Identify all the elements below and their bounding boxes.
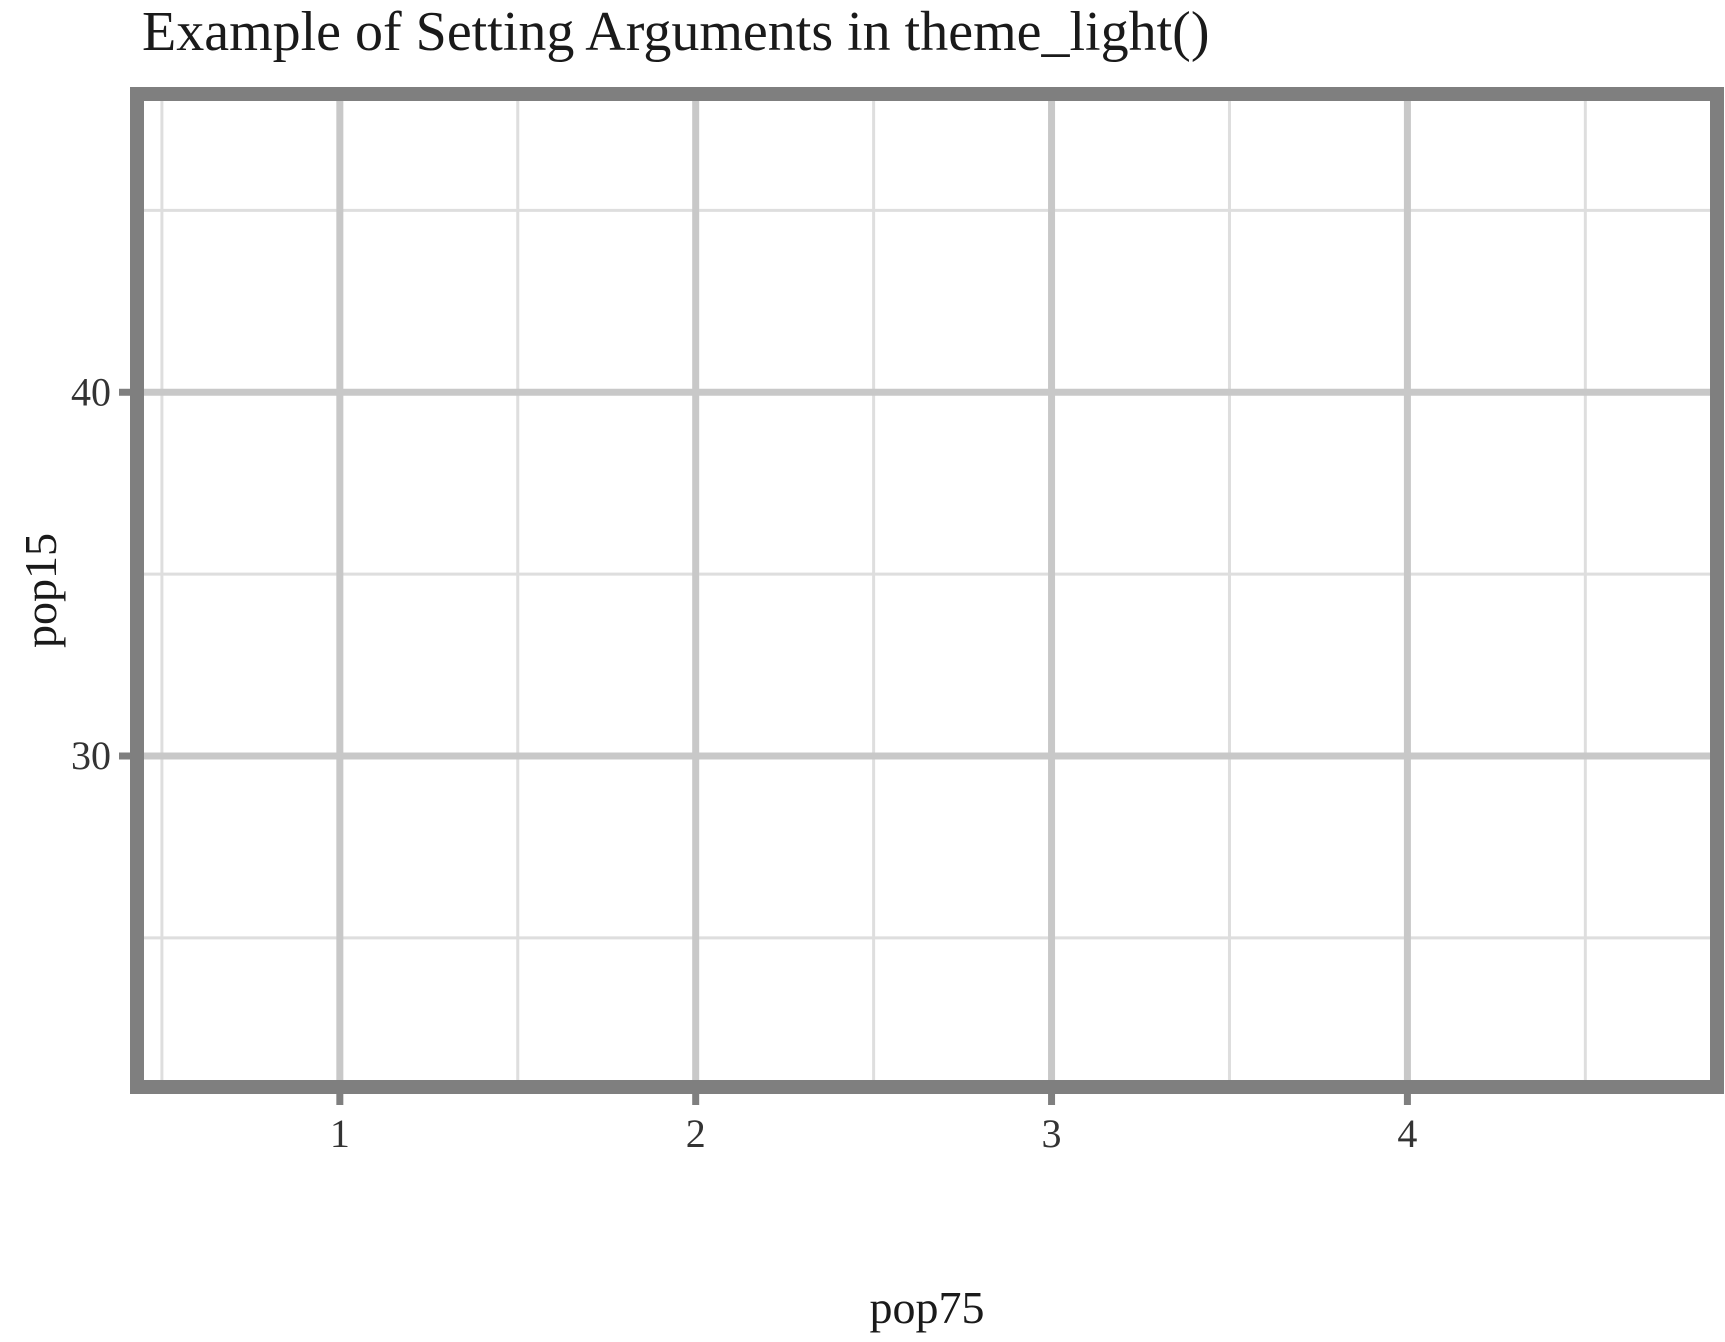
x-tick-label: 4 — [1397, 1111, 1417, 1156]
y-axis-title: pop15 — [15, 533, 66, 648]
y-tick-label: 40 — [71, 369, 111, 414]
plot-area: 1 2 3 4 30 40 — [71, 87, 1724, 1156]
x-tick-label: 3 — [1042, 1111, 1062, 1156]
plot-panel-border — [130, 87, 1724, 1094]
x-axis-title: pop75 — [870, 1282, 985, 1333]
y-tick-label: 30 — [71, 733, 111, 778]
x-tick-label: 1 — [330, 1111, 350, 1156]
plot-panel-background — [137, 94, 1717, 1087]
x-tick-label: 2 — [686, 1111, 706, 1156]
chart-title: Example of Setting Arguments in theme_li… — [142, 1, 1209, 63]
